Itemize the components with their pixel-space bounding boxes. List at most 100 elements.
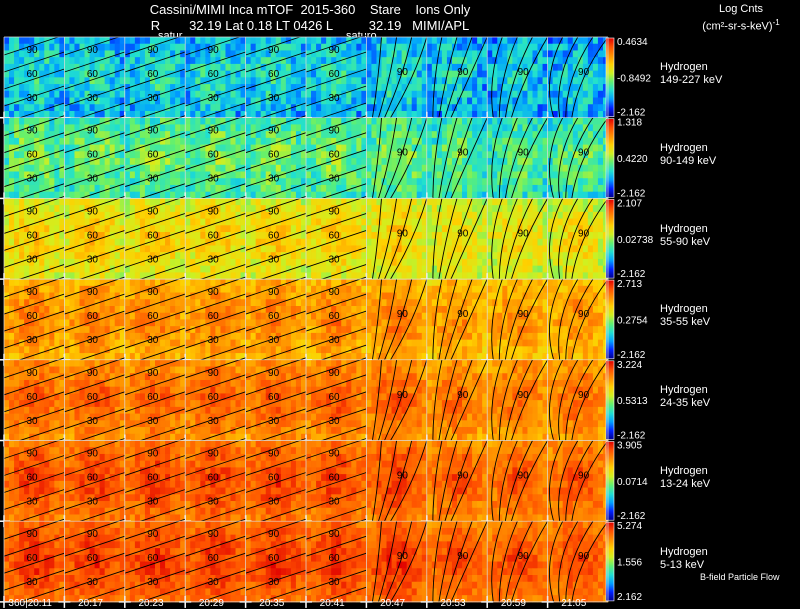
contour-label: 90 bbox=[397, 390, 409, 401]
contour-label: 90 bbox=[147, 287, 159, 298]
heatmap-cell: 90 60 30 bbox=[0, 115, 65, 205]
time-tick-label: 360|20:11 bbox=[8, 598, 52, 609]
colorbar-title: Log Cnts (cm²-sr-s-keV)-1 bbox=[676, 3, 800, 34]
contour-label: 90 bbox=[268, 529, 280, 540]
colorbar-mid: 0.02738 bbox=[617, 235, 654, 246]
heatmap-cell: 90 60 30 bbox=[239, 357, 307, 447]
contour-label: 60 bbox=[26, 230, 38, 241]
heatmap-cell: 90 bbox=[420, 36, 488, 124]
heatmap-cell: 90 bbox=[360, 36, 428, 124]
contour-label: 90 bbox=[87, 368, 99, 379]
contour-label: 30 bbox=[26, 93, 38, 104]
heatmap-cell: 90 60 30 bbox=[58, 438, 126, 528]
colorbar: 2.713 0.2754 -2.162 bbox=[605, 279, 648, 361]
contour-label: 90 bbox=[87, 529, 99, 540]
contour-label: 90 bbox=[268, 206, 280, 217]
heatmap-cell: 90 60 30 bbox=[179, 438, 246, 528]
contour-label: 30 bbox=[26, 254, 38, 265]
heatmap-cell: 90 bbox=[541, 117, 609, 205]
heatmap-cell: 90 60 30 bbox=[179, 276, 246, 366]
contour-label: 90 bbox=[147, 368, 159, 379]
contour-label: 90 bbox=[87, 126, 99, 137]
energy-label-species: Hydrogen bbox=[660, 61, 708, 74]
contour-label: 30 bbox=[328, 254, 340, 265]
contour-label: 90 bbox=[26, 529, 38, 540]
contour-label: 90 bbox=[26, 368, 38, 379]
heatmap-cell: 90 60 30 bbox=[0, 195, 65, 286]
contour-label: 30 bbox=[208, 93, 220, 104]
contour-label: 60 bbox=[208, 553, 220, 564]
contour-label: 90 bbox=[578, 551, 590, 562]
contour-label: 90 bbox=[328, 529, 340, 540]
bfield-note: B-field Particle Flow bbox=[700, 572, 780, 582]
contour-label: 30 bbox=[147, 577, 159, 588]
colorbar-mid: 1.556 bbox=[617, 558, 642, 569]
contour-label: 30 bbox=[208, 497, 220, 508]
contour-label: 60 bbox=[208, 230, 220, 241]
contour-label: 60 bbox=[328, 553, 340, 564]
contour-label: 90 bbox=[328, 449, 340, 460]
colorbar: 5.274 1.556 2.162 bbox=[605, 521, 642, 603]
heatmap-cell: 90 60 30 bbox=[300, 195, 367, 286]
heatmap-cell: 90 60 30 bbox=[118, 357, 186, 447]
contour-label: 30 bbox=[208, 174, 220, 185]
contour-label: 90 bbox=[268, 287, 280, 298]
heatmap-cell: 90 60 30 bbox=[0, 276, 65, 366]
contour-label: 90 bbox=[397, 67, 409, 78]
contour-label: 90 bbox=[578, 471, 590, 482]
contour-label: 60 bbox=[328, 230, 340, 241]
contour-label: 30 bbox=[268, 254, 280, 265]
heatmap-cell: 90 bbox=[420, 521, 488, 608]
contour-label: 90 bbox=[518, 390, 530, 401]
heatmap-cell: 90 bbox=[360, 521, 428, 608]
contour-label: 30 bbox=[268, 416, 280, 427]
colorbar-title-line1: Log Cnts bbox=[718, 3, 764, 15]
contour-label: 30 bbox=[328, 577, 340, 588]
time-tick-label: 20:41 bbox=[320, 598, 345, 609]
contour-label: 60 bbox=[87, 473, 99, 484]
contour-label: 60 bbox=[147, 150, 159, 161]
contour-label: 60 bbox=[268, 311, 280, 322]
colorbar-min: -2.162 bbox=[617, 188, 646, 199]
colorbar: 2.107 0.02738 -2.162 bbox=[605, 198, 654, 280]
contour-label: 60 bbox=[328, 150, 340, 161]
contour-label: 30 bbox=[147, 416, 159, 427]
heatmap-cell: 90 bbox=[541, 278, 609, 366]
heatmap-cell: 90 bbox=[420, 278, 488, 366]
time-tick-label: 20:23 bbox=[138, 598, 163, 609]
colorbar-max: 3.905 bbox=[617, 441, 642, 452]
contour-label: 30 bbox=[26, 497, 38, 508]
heatmap-cell: 90 60 30 bbox=[118, 115, 186, 205]
colorbar-min: -2.162 bbox=[617, 350, 646, 361]
energy-label: Hydrogen 55-90 keV bbox=[660, 223, 710, 249]
energy-label-range: 55-90 keV bbox=[660, 235, 711, 248]
heatmap-cell: 90 bbox=[360, 278, 428, 366]
energy-label: Hydrogen 24-35 keV bbox=[660, 384, 710, 410]
contour-label: 90 bbox=[578, 228, 590, 239]
heatmap-cell: 90 bbox=[481, 278, 548, 366]
contour-label: 30 bbox=[328, 335, 340, 346]
contour-label: 30 bbox=[328, 174, 340, 185]
heatmap-cell: 90 60 30 bbox=[239, 276, 307, 366]
colorbar-mid: 0.2754 bbox=[617, 315, 648, 326]
contour-label: 90 bbox=[457, 471, 469, 482]
time-tick-label: 20:29 bbox=[199, 598, 224, 609]
colorbar: 0.4634 -0.8492 -2.162 bbox=[605, 37, 651, 119]
heatmap-cell: 90 60 30 bbox=[300, 276, 367, 366]
contour-label: 30 bbox=[208, 254, 220, 265]
contour-label: 90 bbox=[26, 126, 38, 137]
contour-label: 30 bbox=[328, 416, 340, 427]
contour-label: 60 bbox=[147, 69, 159, 80]
colorbar-min: -2.162 bbox=[617, 108, 646, 119]
energy-label-range: 90-149 keV bbox=[660, 155, 717, 168]
contour-label: 30 bbox=[87, 416, 99, 427]
heatmap-cell: 90 bbox=[481, 36, 548, 124]
contour-label: 90 bbox=[457, 309, 469, 320]
contour-label: 90 bbox=[397, 148, 409, 159]
contour-label: 30 bbox=[87, 497, 99, 508]
colorbar-max: 1.318 bbox=[617, 118, 642, 129]
time-tick-label: 20:17 bbox=[78, 598, 103, 609]
contour-label: 60 bbox=[268, 150, 280, 161]
energy-label: Hydrogen 13-24 keV bbox=[660, 465, 710, 491]
contour-label: 90 bbox=[87, 287, 99, 298]
